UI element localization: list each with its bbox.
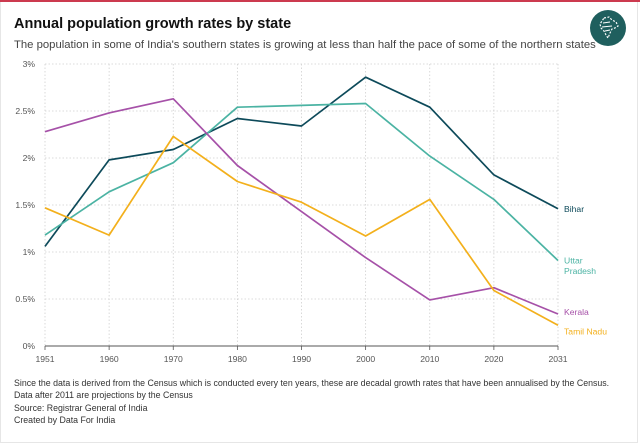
series-label-bihar: Bihar xyxy=(564,204,584,214)
series-label-kerala: Kerala xyxy=(564,307,589,317)
credit-note: Created by Data For India xyxy=(14,415,116,426)
series-lines xyxy=(44,76,559,327)
series-label-tamil-nadu: Tamil Nadu xyxy=(564,326,607,336)
logo-glyph xyxy=(599,16,619,40)
chart-title: Annual population growth rates by state xyxy=(14,16,292,32)
x-tick-label: 2010 xyxy=(420,354,439,364)
india-map-icon xyxy=(590,10,626,46)
x-tick-label: 1980 xyxy=(228,354,247,364)
y-tick-label: 2.5% xyxy=(15,106,35,116)
series-line-tamil-nadu xyxy=(44,135,559,327)
series-line-kerala xyxy=(44,97,559,315)
series-line-bihar xyxy=(44,76,559,247)
x-tick-label: 1970 xyxy=(164,354,183,364)
series-line-uttar-pradesh xyxy=(44,102,559,262)
x-tick-label: 1951 xyxy=(35,354,54,364)
top-accent-rule xyxy=(0,0,640,2)
y-tick-label: 0% xyxy=(23,341,36,351)
note-line-2: Data after 2011 are projections by the C… xyxy=(14,390,193,401)
x-tick-label: 1960 xyxy=(100,354,119,364)
y-tick-label: 1% xyxy=(23,247,36,257)
chart-subtitle: The population in some of India's southe… xyxy=(14,39,596,51)
x-tick-labels: 1951 1960 1970 1980 1990 2000 2010 2020 2031 xyxy=(35,354,567,364)
series-label-uttar-pradesh: Uttar xyxy=(564,255,583,265)
source-note: Source: Registrar General of India xyxy=(14,402,148,413)
x-tick-label: 2020 xyxy=(484,354,503,364)
x-tick-label: 1990 xyxy=(292,354,311,364)
note-line-1: Since the data is derived from the Censu… xyxy=(14,378,610,388)
x-tick-label: 2031 xyxy=(548,354,567,364)
footnotes: Since the data is derived from the Censu… xyxy=(14,377,634,427)
y-tick-label: 2% xyxy=(23,153,36,163)
y-tick-label: 1.5% xyxy=(15,200,35,210)
x-axis xyxy=(44,345,559,350)
y-tick-label: 0.5% xyxy=(15,294,35,304)
grid-lines xyxy=(44,63,559,346)
series-label-uttar-pradesh: Pradesh xyxy=(564,266,596,276)
y-tick-label: 3% xyxy=(23,59,36,69)
y-tick-labels: 0% 0.5% 1% 1.5% 2% 2.5% 3% xyxy=(15,59,35,351)
x-tick-label: 2000 xyxy=(356,354,375,364)
